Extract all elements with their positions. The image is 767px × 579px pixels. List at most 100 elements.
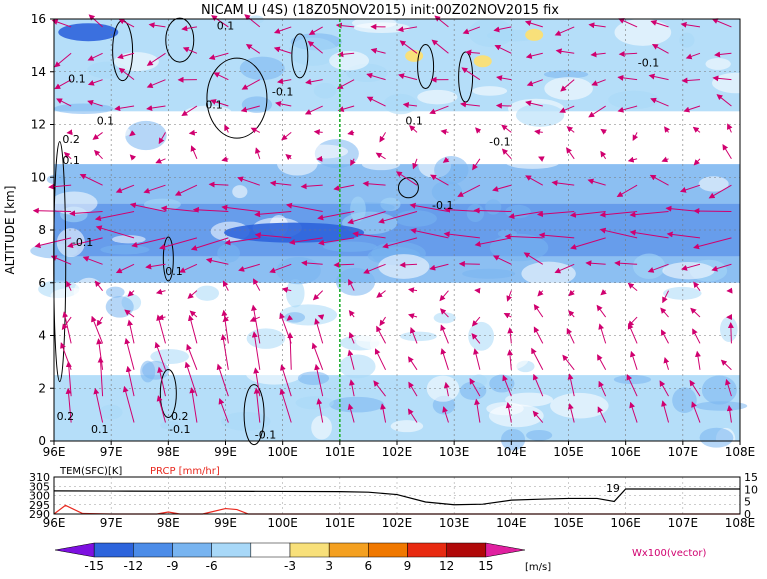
field-patch: [235, 139, 274, 149]
field-patch: [378, 254, 429, 279]
wind-vector: [694, 211, 731, 212]
contour-label: 0.1: [91, 423, 109, 436]
field-patch: [46, 306, 89, 315]
x-tick-label: 101E: [325, 445, 356, 459]
field-patch: [349, 115, 379, 143]
contour-label: 0.2: [57, 410, 75, 423]
contour-label: 0.1: [97, 115, 115, 128]
field-patch: [614, 19, 671, 46]
x-tick-label: 97E: [100, 445, 123, 459]
sub-x-tick-label: 101E: [325, 516, 356, 530]
x-tick-label: 108E: [725, 445, 756, 459]
field-patch: [394, 210, 436, 226]
field-patch: [99, 405, 122, 420]
field-patch: [717, 112, 741, 128]
sub-x-tick-label: 103E: [439, 516, 470, 530]
contour-label: 0.2: [171, 410, 189, 423]
field-patch: [354, 22, 410, 33]
field-patch: [232, 185, 247, 198]
field-patch: [125, 121, 166, 150]
colorbar-tick: -9: [167, 559, 179, 573]
field-patch: [417, 90, 457, 104]
colorbar-tick: 9: [404, 559, 412, 573]
field-patch: [672, 127, 729, 136]
x-tick-label: 104E: [496, 445, 527, 459]
colorbar-swatch: [251, 543, 290, 557]
sub-grid: [54, 477, 740, 514]
field-patch: [296, 396, 334, 409]
field-patch: [662, 262, 714, 279]
sub-y-tick-left: 310: [29, 471, 50, 484]
field-patch: [199, 115, 228, 143]
field-patch: [276, 257, 321, 284]
colorbar-unit: [m/s]: [525, 562, 551, 573]
x-tick-label: 107E: [668, 445, 699, 459]
field-patch: [712, 73, 761, 94]
field-patch: [633, 254, 665, 279]
field-patch: [468, 322, 494, 351]
field-patch: [277, 151, 318, 176]
contour-label: -0.1: [432, 199, 453, 212]
field-patch: [526, 430, 552, 441]
field-patch: [323, 242, 377, 252]
field-patch: [472, 86, 507, 96]
field-patch: [702, 376, 737, 405]
wind-vector: [460, 264, 480, 265]
field-patch: [712, 362, 733, 370]
y-tick-label: 6: [38, 276, 46, 290]
field-patch: [663, 287, 701, 300]
x-tick-label: 99E: [214, 445, 237, 459]
field-patch: [195, 300, 227, 328]
field-patch: [396, 297, 412, 306]
field-patch: [614, 375, 651, 384]
field-patch: [47, 175, 66, 185]
contour-label: -0.1: [72, 236, 93, 249]
field-patch: [329, 397, 384, 413]
field-patch: [516, 104, 564, 127]
colorbar-tick: -15: [84, 559, 104, 573]
x-tick-label: 105E: [553, 445, 584, 459]
field-patch: [489, 404, 544, 427]
colorbar-swatch: [447, 543, 486, 557]
colorbar-swatch: [173, 543, 212, 557]
sub-annotation: 19: [606, 482, 620, 495]
field-patch: [478, 347, 528, 371]
colorbar-swatch: [212, 543, 251, 557]
colorbar-tick: -3: [284, 559, 296, 573]
field-patch: [195, 286, 219, 301]
colorbar-tick: 12: [439, 559, 454, 573]
wind-vector: [497, 106, 511, 107]
sub-x-tick-label: 105E: [553, 516, 584, 530]
contour-label: 0.1: [68, 72, 86, 85]
contour-label: 0.1: [205, 99, 223, 112]
x-tick-label: 98E: [157, 445, 180, 459]
field-patch: [521, 262, 575, 286]
colorbar-swatch: [55, 543, 94, 557]
field-patch: [247, 328, 285, 349]
colorbar-tick: 15: [478, 559, 493, 573]
field-patch: [679, 33, 694, 48]
field-patch: [108, 126, 130, 137]
field-patch: [462, 269, 515, 279]
field-patch: [336, 268, 375, 296]
field-patch: [550, 393, 608, 419]
field-patch: [106, 296, 134, 318]
field-patch: [391, 420, 424, 432]
temp-axis-label: TEM(SFC)[K]: [59, 466, 122, 477]
field-patch: [705, 58, 730, 70]
y-tick-label: 10: [31, 170, 46, 184]
sub-x-tick-label: 98E: [157, 516, 180, 530]
field-patch: [384, 94, 418, 114]
field-patch: [242, 96, 272, 113]
y-tick-label: 12: [31, 118, 46, 132]
field-patch: [217, 244, 240, 263]
contour-label: -0.1: [169, 423, 190, 436]
y-axis-label: ALTITUDE [km]: [3, 186, 17, 275]
contour-label: -0.1: [638, 56, 659, 69]
sub-y-tick-right: 15: [744, 471, 758, 484]
field-patch: [106, 287, 125, 298]
